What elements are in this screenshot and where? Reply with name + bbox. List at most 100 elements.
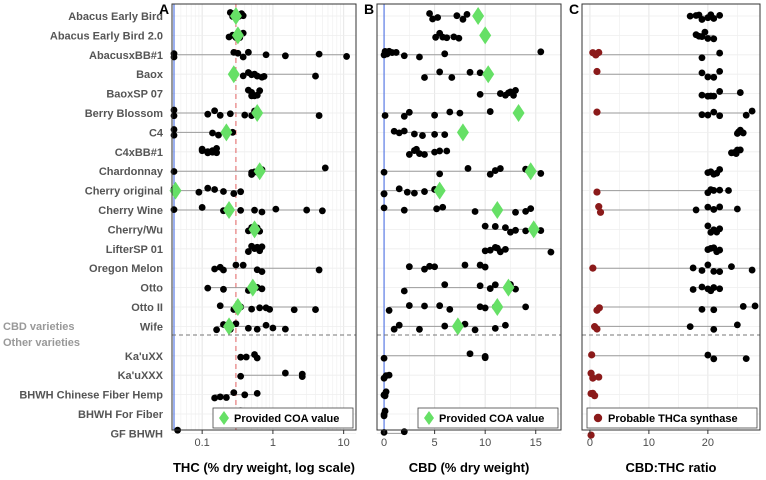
legend-synthase-marker (593, 413, 603, 423)
coa-diamond (227, 65, 240, 84)
data-point (698, 54, 706, 62)
strain-label-gf-bhwh: GF BHWH (110, 428, 163, 440)
data-point (262, 51, 270, 59)
data-point (471, 208, 479, 215)
data-point (507, 88, 514, 96)
synthase-point (596, 208, 605, 216)
data-point (426, 10, 433, 17)
data-point (204, 110, 212, 118)
data-point (431, 263, 439, 271)
data-point (403, 188, 411, 196)
data-point (704, 73, 712, 81)
synthase-point (589, 264, 597, 272)
data-point (281, 369, 289, 377)
data-point (459, 15, 467, 23)
data-point (381, 112, 389, 119)
data-point (704, 111, 712, 119)
strain-label-abacusxbb-1: AbacusxBB#1 (89, 50, 163, 62)
data-point (713, 248, 721, 256)
data-point (695, 32, 703, 40)
data-point (502, 224, 509, 232)
panel-frame (581, 3, 761, 431)
data-point (476, 91, 484, 98)
coa-diamond (231, 298, 244, 316)
data-point (441, 322, 449, 330)
data-point (234, 49, 242, 57)
legend-box (417, 407, 559, 429)
data-point (380, 204, 388, 212)
panel-frame (376, 3, 562, 431)
data-point (421, 188, 428, 195)
data-point (748, 266, 756, 274)
x-tick-label: 15 (530, 437, 542, 449)
legend-coa-marker (219, 411, 229, 425)
data-point (491, 223, 499, 230)
data-point (695, 11, 703, 19)
strain-label-baox: Baox (136, 69, 164, 81)
data-point (213, 145, 220, 152)
data-point (315, 266, 323, 274)
data-point (381, 407, 389, 415)
data-point (742, 355, 750, 363)
strain-label-cherry-wine: Cherry Wine (98, 205, 163, 217)
data-point (237, 353, 245, 361)
x-tick-label: 10 (479, 437, 491, 449)
data-point (710, 73, 718, 81)
data-point (239, 53, 247, 61)
strain-label-chardonnay: Chardonnay (99, 166, 164, 178)
data-point (253, 325, 261, 333)
x-tick-label: 0 (587, 437, 593, 449)
data-point (405, 263, 413, 271)
data-point (382, 388, 390, 396)
data-point (441, 131, 449, 139)
data-point (502, 321, 509, 329)
data-point (692, 206, 700, 214)
data-point (248, 169, 256, 176)
coa-diamond (220, 123, 233, 142)
data-point (232, 261, 240, 269)
data-point (710, 325, 718, 333)
data-point (716, 203, 724, 211)
data-point (686, 12, 694, 20)
panel-background (582, 4, 760, 430)
data-point (716, 88, 724, 95)
data-point (707, 244, 715, 252)
data-point (707, 186, 715, 194)
data-point (704, 35, 712, 42)
data-point (725, 187, 732, 194)
data-point (502, 245, 509, 253)
data-point (405, 302, 413, 309)
data-point (220, 266, 227, 274)
data-point (748, 107, 756, 115)
data-point (733, 205, 741, 213)
data-point (733, 321, 741, 329)
data-point (481, 222, 489, 230)
strain-label-ka-uxxx: Ka'uXXX (118, 370, 164, 382)
data-point (213, 326, 220, 334)
data-point (446, 108, 454, 116)
data-point (318, 207, 326, 215)
panel-frame (171, 3, 357, 431)
synthase-point (589, 374, 597, 382)
data-point (258, 268, 266, 276)
data-point (421, 74, 428, 81)
data-point (281, 52, 289, 60)
data-point (262, 321, 270, 329)
data-point (434, 14, 442, 21)
data-point (421, 302, 428, 310)
data-point (455, 34, 463, 42)
data-point (547, 248, 555, 256)
data-point (239, 261, 247, 269)
data-point (400, 112, 408, 120)
data-point (380, 354, 388, 362)
coa-diamond (479, 26, 492, 45)
data-point (522, 227, 530, 235)
data-point (244, 48, 252, 56)
data-point (441, 50, 449, 58)
data-point (716, 285, 724, 293)
data-point (298, 373, 306, 380)
data-point (385, 307, 393, 314)
coa-diamond (246, 278, 259, 297)
data-point (195, 188, 203, 196)
